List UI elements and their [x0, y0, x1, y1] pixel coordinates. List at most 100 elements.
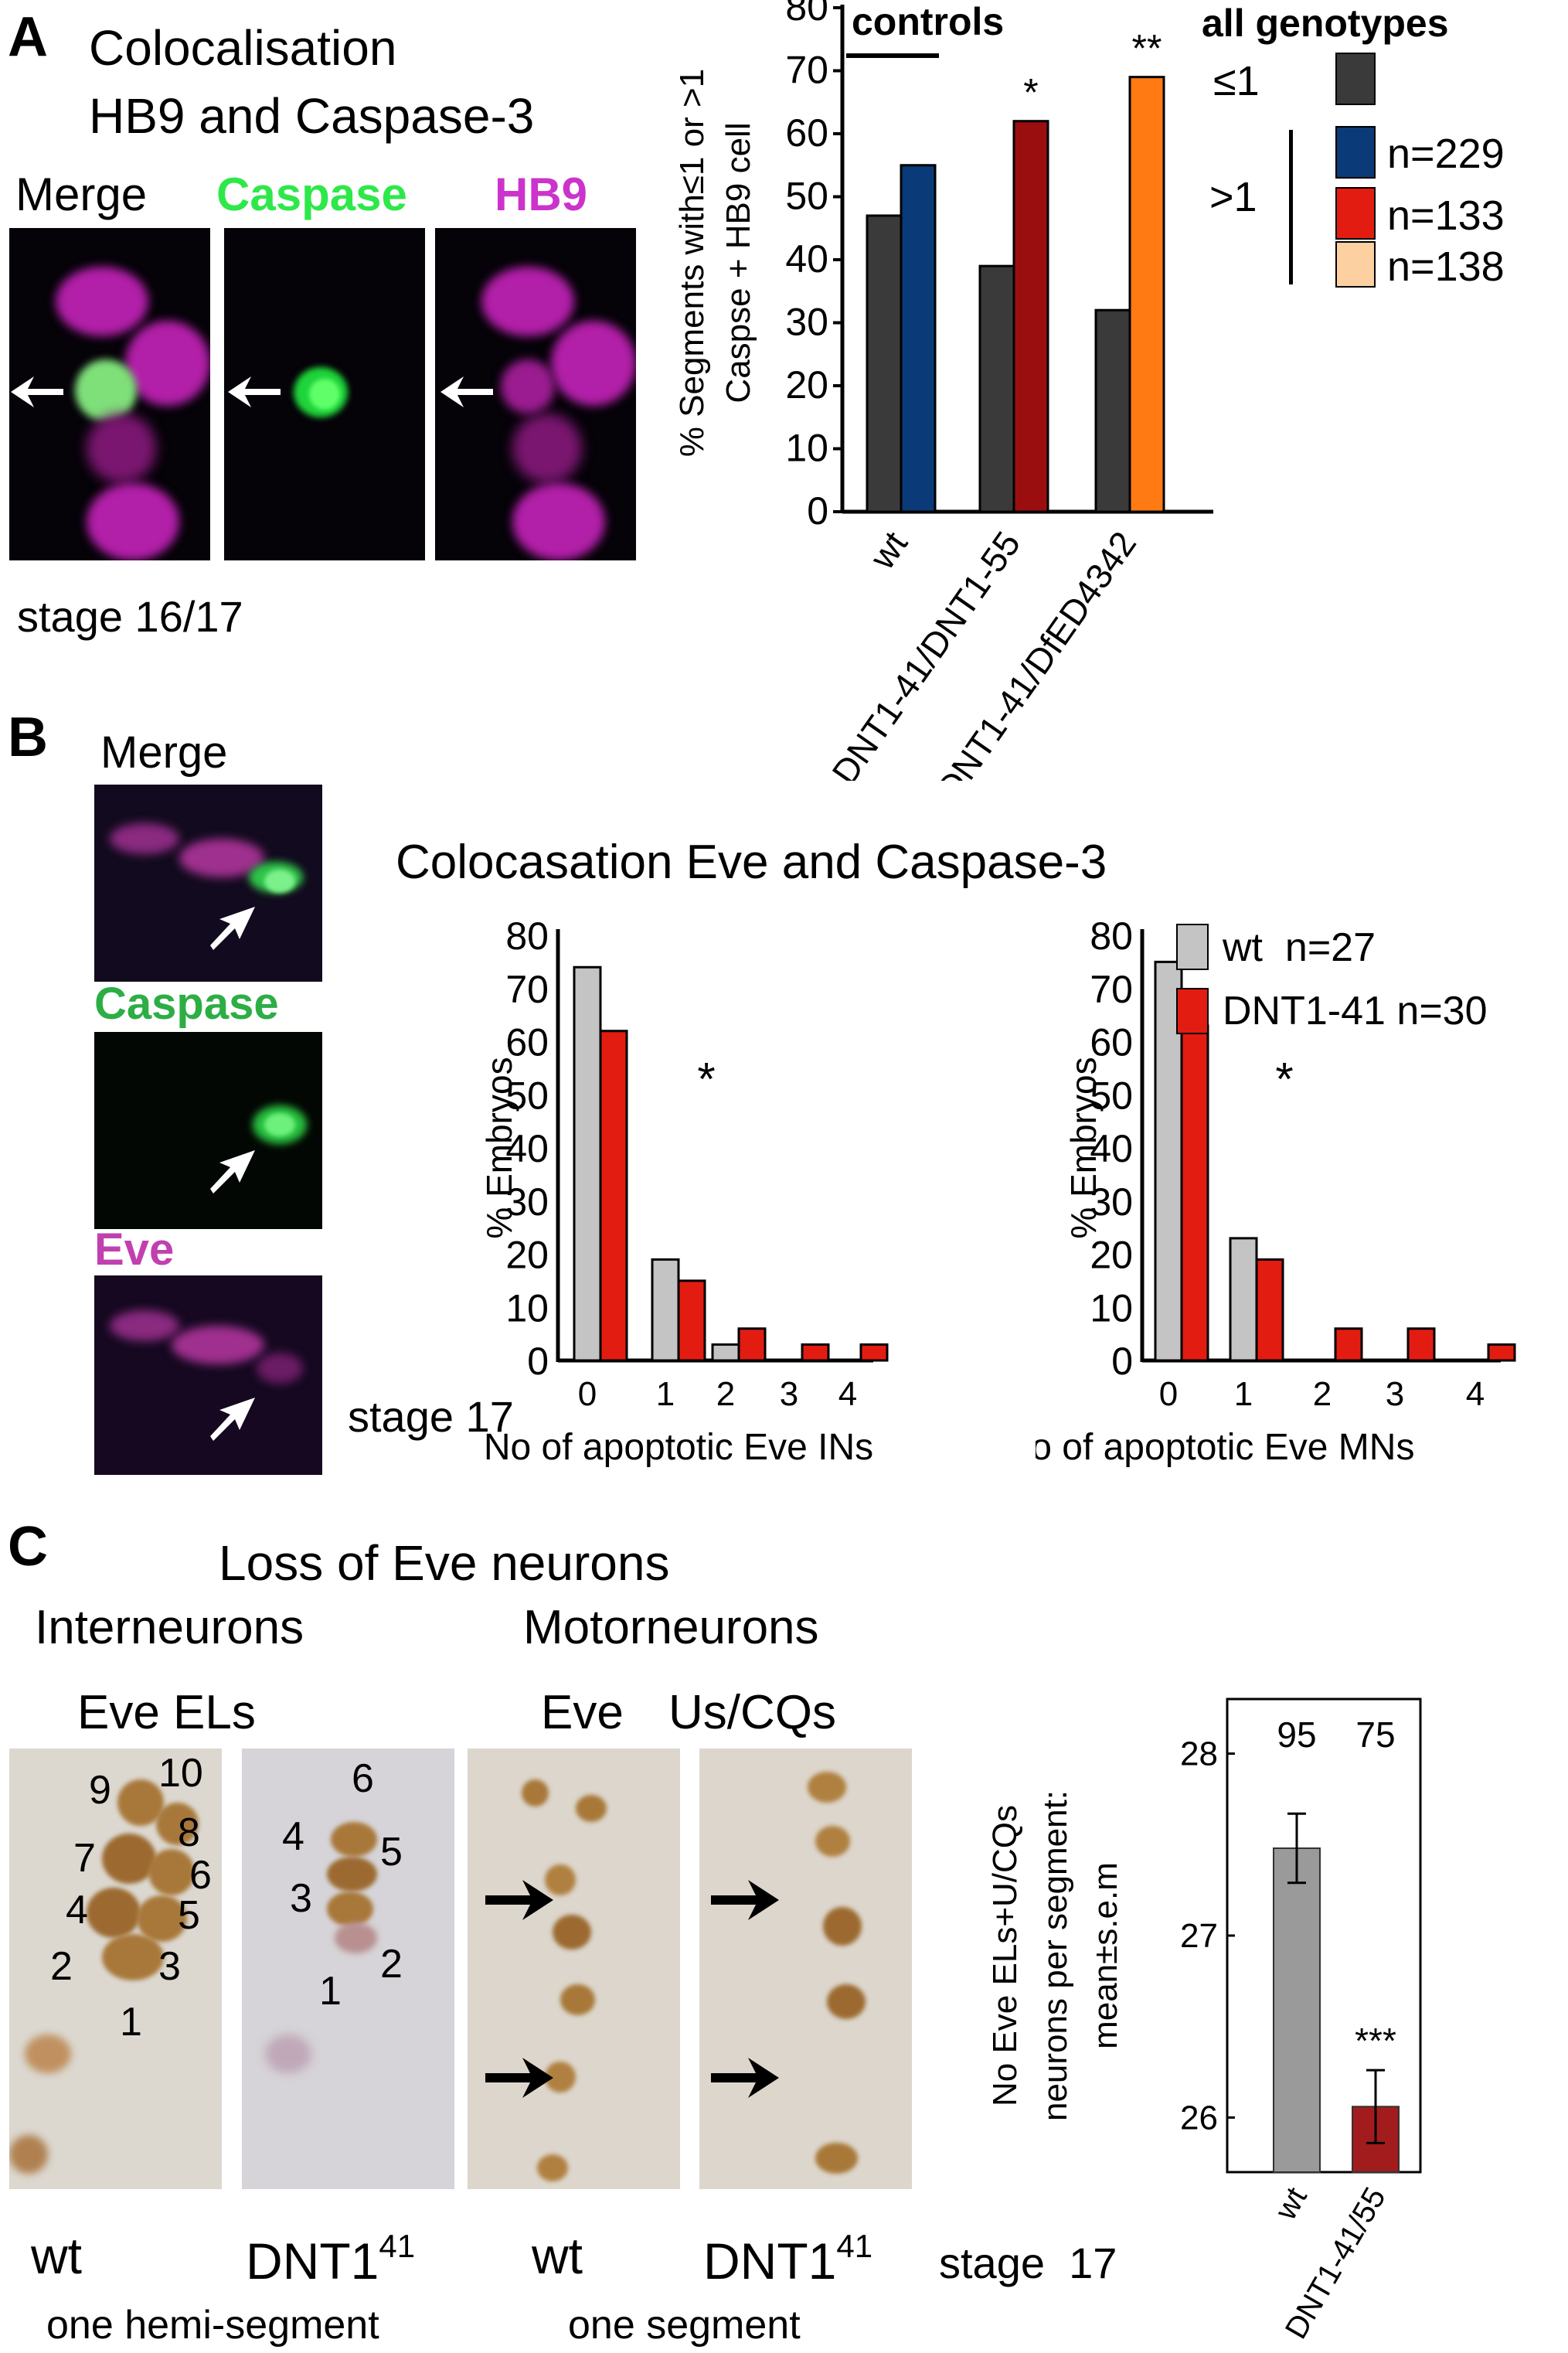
panel-b-label-merge: Merge — [100, 730, 227, 775]
annotation-significance: * — [1275, 1053, 1293, 1105]
y-tick-label: 0 — [807, 489, 828, 533]
y-tick-label: 50 — [785, 175, 828, 218]
bar-mutant-1 — [1257, 1259, 1283, 1360]
bar-wt-1 — [652, 1259, 679, 1360]
y-tick-label: 20 — [1090, 1234, 1133, 1277]
y-tick-label: 70 — [1090, 968, 1133, 1011]
legend-b-mut: DNT1-41 n=30 — [1223, 991, 1488, 1031]
y-tick-label: 80 — [1090, 920, 1133, 958]
arrow-icon — [209, 901, 263, 955]
x-tick-label: 3 — [780, 1375, 798, 1413]
caption-dnt1-2: DNT141 — [703, 2230, 872, 2287]
y-axis-label: No Eve ELs+U/CQs — [986, 1805, 1024, 2106]
cell-number-label: 2 — [380, 1944, 403, 1984]
cell-number-label: 4 — [282, 1817, 304, 1857]
annotation-significance: *** — [1355, 2021, 1396, 2061]
bar-0-1 — [901, 165, 935, 512]
legend-a-swatch-orange — [1335, 241, 1376, 288]
x-axis-label: No of apoptotic Eve INs — [484, 1427, 873, 1468]
panel-c-sub-interneurons: Interneurons — [35, 1604, 304, 1652]
legend-a-swatch-navy — [1335, 126, 1376, 179]
x-tick-label: 2 — [1313, 1375, 1332, 1413]
y-axis-label: Caspse + HB9 cell — [719, 122, 757, 403]
x-tick-label: DNT1-41/DfED4342 — [928, 524, 1144, 781]
y-tick-label: 0 — [1111, 1340, 1133, 1383]
panel-a-label-caspase: Caspase — [216, 172, 407, 218]
panel-c-label-us-cqs: Us/CQs — [668, 1689, 836, 1737]
bar-wt-1 — [1230, 1238, 1257, 1360]
cell-number-label: 3 — [290, 1878, 312, 1919]
legend-a-n1: n=229 — [1387, 133, 1505, 175]
bar-mutant-2 — [1335, 1329, 1362, 1360]
bar-mutant-2 — [739, 1329, 765, 1360]
n-label: 95 — [1277, 1715, 1316, 1755]
bar-mutant-1 — [679, 1281, 705, 1360]
caption-segment: one segment — [568, 2305, 801, 2345]
cell-number-label: 5 — [380, 1832, 403, 1872]
cell-number-label: 3 — [158, 1946, 181, 1987]
cell-number-label: 9 — [89, 1770, 111, 1810]
chart-c: 262728 95wt75DNT1-41/55***No Eve ELs+U/CQ… — [966, 1662, 1568, 2353]
cell-number-label: 7 — [73, 1838, 96, 1878]
x-tick-label: 0 — [1159, 1375, 1178, 1413]
bar-2-1 — [1130, 77, 1164, 512]
panel-c-mutant-motorneurons-image — [699, 1749, 912, 2189]
annotation-significance: ** — [1132, 27, 1162, 70]
x-tick-label: 4 — [1466, 1375, 1485, 1413]
bar-0-0 — [867, 216, 901, 512]
arrow-icon — [209, 1144, 263, 1198]
x-axis-label: No of apoptotic Eve MNs — [1036, 1427, 1414, 1468]
bar-2-0 — [1096, 310, 1130, 512]
y-axis-label: neurons per segment: — [1036, 1790, 1074, 2121]
cell-number-label: 4 — [66, 1890, 88, 1930]
bar-mutant-0 — [600, 1031, 627, 1360]
y-axis-label: % Segments with≤1 or >1 — [673, 69, 711, 457]
arrow-icon — [711, 2056, 781, 2099]
chart-b-interneurons: 010203040506070800 1 2 3 4*% EmbryosNo of ap… — [433, 920, 1036, 1492]
caption-hemi-segment: one hemi-segment — [46, 2305, 379, 2345]
y-tick-label: 30 — [785, 301, 828, 344]
y-axis-label: mean±s.e.m — [1087, 1862, 1124, 2049]
caption-dnt1-1: DNT141 — [246, 2230, 415, 2287]
cell-number-label: 6 — [189, 1855, 212, 1895]
y-tick-label: 10 — [1090, 1286, 1133, 1330]
x-tick-label: 1 — [656, 1375, 675, 1413]
arrow-icon — [228, 375, 282, 409]
cell-number-label: 1 — [319, 1971, 342, 2011]
legend-a-n2: n=133 — [1387, 195, 1505, 237]
panel-c-mutant-interneurons-image — [242, 1749, 454, 2189]
panel-a-stage: stage 16/17 — [17, 595, 243, 638]
annotation-significance: * — [697, 1053, 715, 1105]
panel-a-label-hb9: HB9 — [495, 172, 587, 218]
x-tick-label: wt — [862, 524, 916, 577]
x-tick-label: 0 — [578, 1375, 597, 1413]
x-tick-label: 4 — [838, 1375, 857, 1413]
bar-1-1 — [1014, 121, 1048, 512]
panel-a-letter: A — [8, 9, 48, 65]
y-tick-label: 10 — [505, 1286, 549, 1330]
legend-b-swatch-mut — [1176, 988, 1209, 1034]
panel-b-label-eve: Eve — [94, 1228, 174, 1272]
legend-b-wt: wt n=27 — [1223, 928, 1376, 968]
cell-number-label: 5 — [178, 1895, 200, 1936]
legend-a-gt1: >1 — [1209, 176, 1257, 218]
bar-mutant-3 — [1408, 1329, 1434, 1360]
legend-a-title: all genotypes — [1202, 4, 1449, 43]
x-tick-label: wt — [1268, 2182, 1314, 2227]
bar-1-0 — [980, 266, 1014, 512]
panel-b-title: Colocasation Eve and Caspase-3 — [396, 839, 1107, 887]
plot-frame — [1227, 1699, 1420, 2172]
arrow-icon — [11, 375, 65, 409]
bar-0 — [1274, 1848, 1320, 2172]
chart-a: 01020304050607080wtDNT1-41/DNT1-55DNT1-4… — [634, 0, 1221, 781]
y-tick-label: 26 — [1180, 2099, 1218, 2137]
panel-a-title-line2: HB9 and Caspase-3 — [89, 91, 534, 141]
bar-wt-0 — [574, 967, 600, 1360]
x-tick-label: 3 — [1386, 1375, 1404, 1413]
y-axis-label: % Embryos — [479, 1057, 519, 1238]
panel-c-wt-motorneurons-image — [468, 1749, 680, 2189]
legend-a-swatch-dark — [1335, 53, 1376, 105]
y-tick-label: 27 — [1180, 1917, 1218, 1955]
panel-a-title-line1: Colocalisation — [89, 23, 396, 73]
y-tick-label: 70 — [505, 968, 549, 1011]
